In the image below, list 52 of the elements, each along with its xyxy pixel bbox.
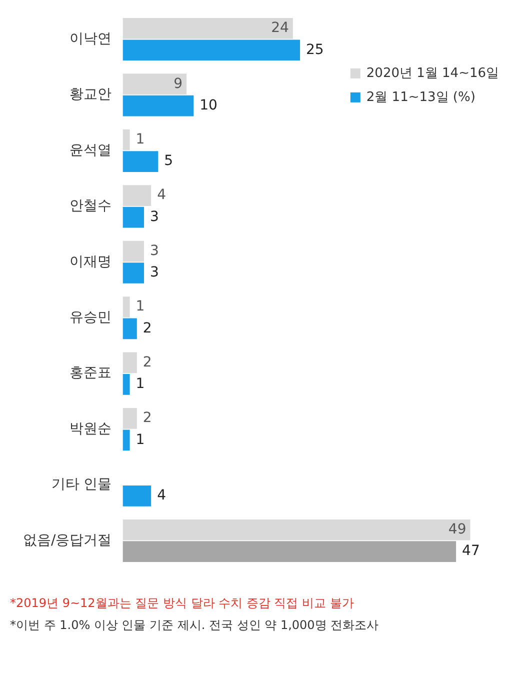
- data-label: 24: [271, 20, 290, 36]
- bar: [122, 374, 130, 395]
- data-label: 47: [462, 543, 480, 560]
- y-tick-label: 안철수: [70, 198, 112, 214]
- bar: [122, 240, 144, 262]
- y-tick-label: 유승민: [70, 310, 112, 326]
- bar: [122, 318, 137, 340]
- legend-label: 2020년 1월 14~16일: [366, 66, 500, 81]
- data-label: 1: [136, 298, 145, 315]
- data-label: 2: [142, 320, 152, 336]
- bar: [122, 519, 470, 540]
- data-label: 2: [142, 410, 152, 426]
- data-label: 1: [136, 376, 145, 392]
- y-tick-label: 황교안: [70, 86, 112, 103]
- y-tick-label: 없음/응답거절: [23, 532, 112, 548]
- y-tick-label: 이낙연: [70, 30, 112, 47]
- data-label: 1: [136, 432, 145, 448]
- data-label: 3: [150, 208, 159, 225]
- bar: [122, 541, 456, 562]
- data-label: 2: [142, 354, 152, 370]
- data-label: 5: [164, 153, 174, 170]
- bar: [122, 185, 152, 206]
- data-label: 4: [157, 488, 166, 504]
- data-label: 10: [200, 97, 218, 114]
- data-label: 4: [157, 187, 166, 204]
- bar: [122, 151, 158, 172]
- text: *2019년 9~12월과는 질문 방식 달라 수치 증감 직접 비교 불가: [10, 595, 355, 612]
- y-tick-label: 윤석열: [70, 142, 112, 158]
- bar: [122, 296, 130, 318]
- bar: [122, 430, 130, 451]
- data-label: 3: [150, 264, 159, 281]
- bar: [122, 206, 144, 228]
- bar: [122, 485, 152, 506]
- bar: [122, 408, 137, 429]
- y-tick-label: 기타 인물: [51, 476, 112, 493]
- bar: [122, 129, 130, 150]
- data-label: 3: [150, 242, 159, 259]
- bar: [122, 95, 194, 116]
- bar: [122, 40, 300, 61]
- data-label: 25: [306, 42, 324, 58]
- y-tick-label: 이재명: [70, 254, 112, 270]
- legend-label: 2월 11~13일 (%): [366, 90, 476, 105]
- bar: [122, 352, 137, 374]
- y-tick-label: 박원순: [70, 420, 112, 437]
- data-label: 9: [174, 76, 183, 92]
- y-tick-label: 홍준표: [70, 365, 112, 382]
- text: *이번 주 1.0% 이상 인물 기준 제시. 전국 성인 약 1,000명 전화조사: [10, 617, 379, 634]
- bar: [122, 74, 187, 95]
- bar: [122, 262, 144, 284]
- bar: [122, 18, 293, 39]
- data-label: 1: [136, 131, 145, 148]
- data-label: 49: [448, 522, 466, 538]
